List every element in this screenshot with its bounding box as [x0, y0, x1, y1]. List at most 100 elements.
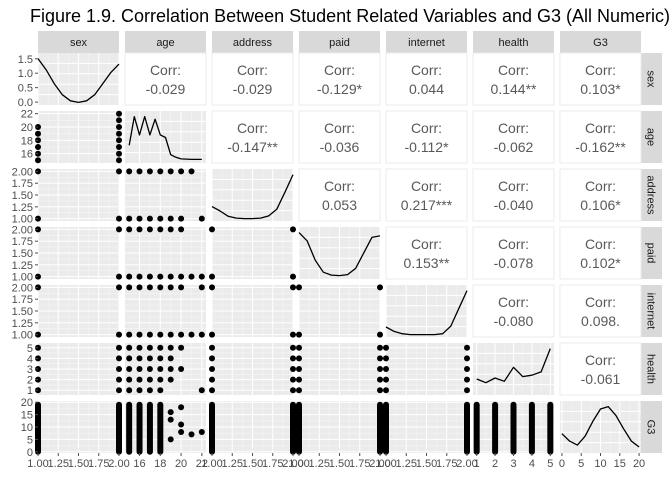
y-tick-label: 1.00: [12, 272, 33, 284]
corr-panel-health-address: [472, 168, 555, 222]
scatter-point: [157, 273, 164, 280]
scatter-point: [383, 344, 389, 351]
x-tick-label: 5: [578, 458, 584, 470]
scatter-point: [157, 226, 164, 233]
corr-label: Corr:: [324, 178, 355, 194]
scatter-point: [296, 366, 302, 372]
scatter-point: [209, 226, 215, 233]
scatter-point: [167, 409, 174, 416]
scatter-point: [296, 331, 302, 338]
y-tick-label: 2.00: [12, 282, 33, 294]
scatter-point: [116, 344, 122, 351]
scatter-point: [126, 215, 133, 222]
scatter-point: [167, 436, 174, 443]
scatter-point: [209, 344, 215, 351]
scatter-point: [116, 387, 122, 394]
scatter-point: [167, 376, 174, 383]
corr-label: Corr:: [411, 236, 442, 252]
scatter-point: [178, 168, 185, 175]
corr-label: Corr:: [324, 120, 355, 136]
chart-title: Figure 1.9. Correlation Between Student …: [30, 6, 670, 26]
scatter-point: [188, 431, 195, 438]
scatter-point: [116, 355, 122, 362]
strip-top-label-age: age: [156, 37, 174, 49]
corr-panel-G3-sex: [559, 52, 642, 106]
corr-label: Corr:: [498, 120, 529, 136]
scatter-point: [157, 215, 164, 222]
x-tick-label: 15: [614, 458, 626, 470]
corr-label: Corr:: [411, 120, 442, 136]
y-tick-label: 1.50: [12, 190, 33, 202]
x-tick-label: 2: [492, 458, 498, 470]
corr-value-G3-internet: 0.098.: [581, 313, 620, 329]
scatter-point: [167, 355, 174, 362]
scatter-point: [296, 387, 302, 394]
scatter-point: [116, 168, 122, 175]
corr-label: Corr:: [411, 62, 442, 78]
strip-top-paid: [299, 31, 380, 53]
scatter-point: [116, 110, 122, 117]
scatter-point: [209, 387, 215, 394]
x-tick-label: 2.00: [108, 458, 129, 470]
corr-value-health-internet: -0.080: [494, 313, 534, 329]
scatter-point: [209, 331, 215, 338]
y-tick-label: 1.0: [18, 68, 33, 80]
scatter-point: [296, 344, 302, 351]
strip-right-label-internet: internet: [645, 293, 657, 330]
y-tick-label: 1.25: [12, 202, 33, 214]
scatter-point: [377, 284, 383, 291]
scatter-point: [116, 376, 122, 383]
scatter-point: [178, 226, 185, 233]
x-tick-label: 20: [633, 458, 645, 470]
corr-panel-G3-address: [559, 168, 642, 222]
corr-value-age-sex: -0.029: [146, 81, 186, 97]
scatter-point: [146, 215, 153, 222]
x-tick-label: 5: [547, 458, 553, 470]
x-tick-label: 1: [474, 458, 480, 470]
corr-panel-health-paid: [472, 226, 555, 280]
scatter-point: [116, 273, 122, 280]
scatter-point: [290, 376, 296, 383]
corr-label: Corr:: [585, 294, 616, 310]
scatter-point: [198, 387, 205, 394]
scatter-point: [198, 273, 205, 280]
scatter-point: [198, 215, 205, 222]
corr-label: Corr:: [498, 236, 529, 252]
corr-value-paid-age: -0.036: [320, 139, 360, 155]
scatter-point: [136, 366, 143, 372]
scatter-point: [126, 387, 133, 394]
corr-panel-internet-address: [385, 168, 468, 222]
density-line-health: [476, 348, 551, 384]
corr-panel-paid-address: [298, 168, 381, 222]
corr-value-G3-address: 0.106*: [580, 197, 621, 213]
scatter-point: [198, 284, 205, 291]
scatter-point: [136, 168, 143, 175]
y-tick-label: 15: [21, 410, 33, 422]
scatter-point: [383, 387, 389, 394]
scatter-point: [188, 168, 195, 175]
corr-panel-internet-sex: [385, 52, 468, 106]
scatter-point: [146, 168, 153, 175]
corr-value-paid-sex: -0.129*: [317, 81, 363, 97]
scatter-point: [178, 273, 185, 280]
corr-panel-health-internet: [472, 284, 555, 338]
density-line-sex: [37, 58, 120, 104]
strip-right-address: [641, 169, 662, 221]
scatter-point: [167, 273, 174, 280]
scatter-point: [383, 366, 389, 372]
scatter-point: [178, 421, 185, 428]
scatter-point: [146, 226, 153, 233]
x-tick-label: 2.00: [369, 458, 390, 470]
scatter-point: [146, 376, 153, 383]
scatter-point: [383, 376, 389, 383]
corr-label: Corr:: [150, 62, 181, 78]
scatter-point: [178, 366, 185, 372]
corr-panel-paid-age: [298, 110, 381, 164]
scatter-point: [35, 144, 41, 150]
density-line-internet: [385, 290, 468, 336]
density-line-age: [128, 115, 202, 161]
y-tick-label: 10: [21, 422, 33, 434]
scatter-point: [167, 226, 174, 233]
corr-panel-health-age: [472, 110, 555, 164]
